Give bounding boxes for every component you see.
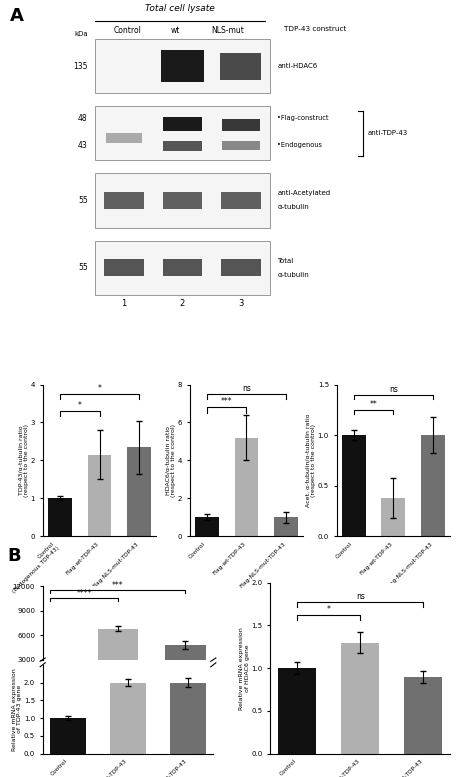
Text: ns: ns: [389, 385, 398, 394]
Bar: [128, 447, 151, 536]
Bar: [98, 629, 138, 685]
Bar: [278, 668, 316, 754]
Bar: [95, 241, 270, 294]
Bar: [104, 192, 144, 209]
Bar: [404, 677, 442, 754]
Text: α-tubulin: α-tubulin: [277, 204, 309, 211]
Text: wt: wt: [171, 26, 180, 35]
Bar: [163, 117, 202, 131]
Text: anti-TDP-43: anti-TDP-43: [367, 131, 408, 136]
Text: *: *: [327, 605, 331, 614]
Text: 1: 1: [121, 299, 127, 308]
Text: ns: ns: [356, 591, 365, 601]
Text: TDP-43 construct: TDP-43 construct: [284, 26, 347, 32]
Bar: [95, 39, 270, 93]
Text: kDa: kDa: [74, 31, 88, 37]
Bar: [274, 517, 298, 536]
Text: *: *: [98, 384, 101, 393]
Bar: [195, 517, 219, 536]
Text: •Endogenous: •Endogenous: [277, 142, 322, 148]
Text: ***: ***: [221, 397, 232, 406]
Bar: [235, 437, 258, 536]
Text: α-tubulin: α-tubulin: [277, 272, 309, 277]
Y-axis label: Relative mRNA expression
of HDAC6 gene: Relative mRNA expression of HDAC6 gene: [239, 627, 250, 709]
Y-axis label: Relative mRNA expression
of TDP-43 gene: Relative mRNA expression of TDP-43 gene: [11, 668, 22, 751]
Text: ****: ****: [76, 589, 92, 598]
Text: Total: Total: [277, 257, 293, 263]
Text: **: **: [370, 400, 377, 409]
Bar: [421, 435, 445, 536]
Bar: [163, 192, 202, 209]
Bar: [221, 192, 261, 209]
Text: Total cell lysate: Total cell lysate: [145, 4, 215, 12]
Bar: [95, 173, 270, 228]
Text: 2: 2: [180, 299, 185, 308]
Bar: [163, 259, 202, 277]
Bar: [165, 645, 206, 685]
Bar: [341, 643, 379, 754]
Text: anti-HDAC6: anti-HDAC6: [277, 63, 318, 69]
Text: A: A: [9, 8, 23, 26]
Bar: [342, 435, 365, 536]
Bar: [104, 259, 144, 277]
Text: 43: 43: [78, 141, 88, 150]
Bar: [222, 119, 260, 131]
Text: B: B: [7, 546, 21, 565]
Text: 55: 55: [78, 196, 88, 205]
Bar: [161, 50, 204, 82]
Bar: [106, 134, 142, 143]
Text: Control: Control: [114, 26, 142, 35]
Bar: [163, 141, 202, 151]
Text: anti-Acetylated: anti-Acetylated: [277, 190, 330, 197]
Bar: [222, 141, 260, 149]
Bar: [382, 498, 405, 536]
Text: ***: ***: [112, 580, 124, 590]
Text: *: *: [78, 401, 82, 410]
Bar: [50, 718, 86, 754]
Y-axis label: HDAC6/α-tubulin ratio
(respect to the control): HDAC6/α-tubulin ratio (respect to the co…: [165, 424, 176, 497]
Text: 48: 48: [78, 113, 88, 123]
Bar: [88, 455, 111, 536]
Text: ns: ns: [242, 384, 251, 393]
Bar: [221, 259, 261, 277]
Bar: [48, 498, 72, 536]
Text: NLS-mut: NLS-mut: [211, 26, 244, 35]
Text: 55: 55: [78, 263, 88, 272]
Y-axis label: TDP-43/α-tubulin ratio
(respect to the control): TDP-43/α-tubulin ratio (respect to the c…: [18, 424, 29, 497]
Text: •Flag-construct: •Flag-construct: [277, 115, 329, 121]
Bar: [95, 106, 270, 160]
Bar: [170, 682, 206, 754]
Y-axis label: Acet. α-tubulin/α-tubulin ratio
(respect to the control): Acet. α-tubulin/α-tubulin ratio (respect…: [305, 413, 316, 507]
Text: 3: 3: [238, 299, 244, 308]
Text: 135: 135: [73, 61, 88, 71]
Bar: [220, 53, 261, 80]
Bar: [110, 682, 146, 754]
